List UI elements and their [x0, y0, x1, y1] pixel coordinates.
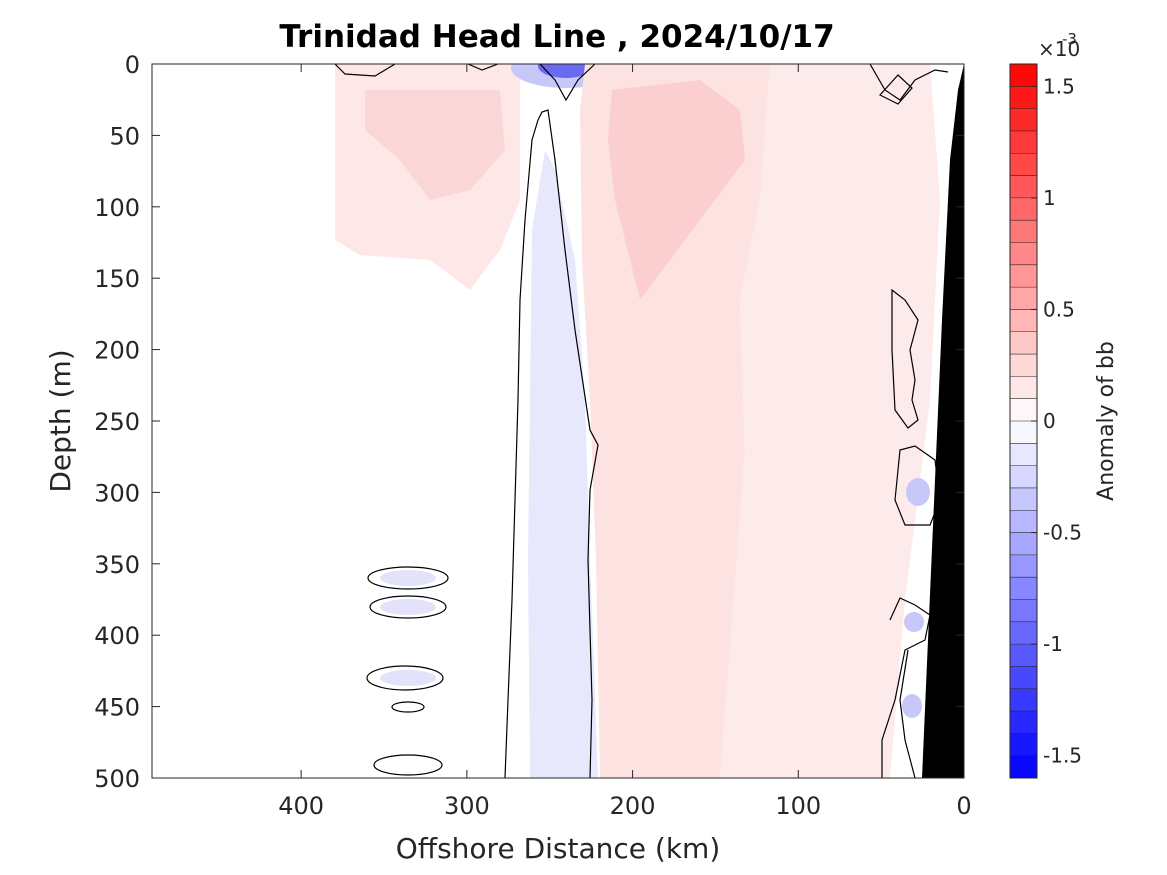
colorbar-swatch: [1010, 153, 1037, 177]
colorbar-swatch: [1010, 354, 1037, 377]
zero-contour-380m: [369, 595, 447, 619]
zero-contour-east: [504, 119, 539, 778]
colorbar-swatch: [1010, 599, 1037, 623]
zero-contour-430m: [366, 665, 444, 691]
zero-contour-490m: [373, 754, 443, 776]
colorbar-swatch: [1010, 688, 1037, 712]
colorbar-tick-label: 1.5: [1043, 74, 1075, 98]
y-tick-label: 500: [94, 765, 140, 793]
colorbar-swatch: [1010, 108, 1037, 132]
colorbar-swatch: [1010, 755, 1037, 779]
negative-spot-430m: [380, 670, 436, 686]
negative-anomaly-nearshore-300: [906, 478, 930, 506]
colorbar-swatch: [1010, 86, 1037, 110]
zero-contour-nearshore-100: [879, 74, 913, 105]
y-tick-label: 200: [94, 337, 140, 365]
zero-contours: [334, 64, 949, 778]
y-tick-label: 150: [94, 265, 140, 293]
x-tick-label: 200: [610, 792, 656, 820]
x-tick-label: 100: [775, 792, 821, 820]
colorbar-swatches: [1010, 63, 1037, 779]
colorbar-swatch: [1010, 175, 1037, 199]
negative-anomaly-surface-peak: [538, 64, 594, 78]
y-tick-label: 100: [94, 194, 140, 222]
zero-contour-surface-mid: [467, 64, 499, 71]
y-tick-label: 450: [94, 694, 140, 722]
x-tick-label: 400: [278, 792, 324, 820]
colorbar-swatch: [1010, 510, 1037, 534]
colorbar: 1.5 1 0.5 0 -0.5 -1 -1.5 ×10 -3 Anomaly of bb: [1009, 30, 1119, 779]
zero-contour-nearshore-180: [891, 288, 919, 429]
positive-anomaly-band-core: [608, 80, 745, 300]
zero-contour-surface: [539, 64, 596, 102]
colorbar-tick-label: -1: [1043, 632, 1063, 656]
negative-anomaly-nearshore-390: [904, 612, 924, 632]
colorbar-swatch: [1010, 398, 1037, 422]
colorbar-swatch: [1010, 309, 1037, 333]
colorbar-tick-label: 0.5: [1043, 297, 1075, 321]
colorbar-swatch: [1010, 465, 1037, 489]
colorbar-swatch: [1010, 331, 1037, 355]
colorbar-swatch: [1010, 64, 1037, 87]
negative-spot-380m: [380, 599, 436, 615]
colorbar-swatch: [1010, 666, 1037, 690]
colorbar-tick-label: -1.5: [1043, 744, 1082, 768]
colorbar-tick-label: 0: [1043, 409, 1056, 433]
colorbar-label: Anomaly of bb: [1094, 341, 1119, 501]
y-tick-label: 400: [94, 622, 140, 650]
plot-area: [151, 63, 965, 779]
colorbar-swatch: [1010, 264, 1037, 288]
colorbar-swatch: [1010, 487, 1037, 511]
colorbar-swatch: [1010, 376, 1037, 400]
colorbar-swatch: [1010, 130, 1037, 154]
colorbar-swatch: [1010, 554, 1037, 578]
zero-contour-surface-offshore: [334, 64, 396, 77]
zero-contour-west: [537, 109, 599, 778]
colorbar-swatch: [1010, 532, 1037, 556]
bathymetry: [922, 64, 964, 778]
colorbar-swatch: [1010, 733, 1037, 757]
contour-fills: [334, 64, 964, 778]
y-tick-label: 350: [94, 551, 140, 579]
y-axis: 0 50 100 150 200 250 300 350 400 450 500: [94, 51, 964, 793]
colorbar-exponent-base: ×10: [1038, 37, 1080, 61]
zero-contour-nearshore-300: [894, 445, 941, 526]
x-axis-label: Offshore Distance (km): [396, 832, 721, 865]
negative-anomaly-column: [528, 150, 598, 778]
y-tick-label: 0: [125, 51, 140, 79]
x-tick-label: 300: [444, 792, 490, 820]
colorbar-tick-label: -0.5: [1043, 521, 1082, 545]
chart-title: Trinidad Head Line , 2024/10/17: [279, 19, 834, 55]
positive-anomaly-offshore-core: [365, 90, 505, 200]
zero-contour-nearshore-400: [881, 597, 931, 778]
zero-contour-nearshore-edge: [899, 649, 916, 778]
y-axis-label: Depth (m): [44, 349, 77, 492]
colorbar-swatch: [1010, 242, 1037, 266]
negative-spot-365m: [380, 570, 436, 586]
colorbar-swatch: [1010, 287, 1037, 310]
y-tick-label: 250: [94, 408, 140, 436]
negative-anomaly-nearshore-450: [902, 694, 922, 718]
colorbar-tick-label: 1: [1043, 186, 1056, 210]
colorbar-swatch: [1010, 711, 1037, 734]
colorbar-swatch: [1010, 220, 1037, 243]
colorbar-ticks: 1.5 1 0.5 0 -0.5 -1 -1.5: [1031, 74, 1082, 768]
y-tick-label: 300: [94, 479, 140, 507]
colorbar-swatch: [1010, 644, 1037, 667]
positive-anomaly-nearshore: [720, 64, 940, 778]
x-tick-label: 0: [956, 792, 971, 820]
colorbar-swatch: [1010, 197, 1037, 221]
colorbar-swatch: [1010, 621, 1037, 645]
colorbar-exponent-power: -3: [1062, 30, 1077, 48]
colorbar-swatch: [1010, 577, 1037, 600]
zero-contour-nearshore-top: [869, 64, 949, 101]
colorbar-swatch: [1010, 443, 1037, 467]
x-axis: 400 300 200 100 0: [278, 64, 972, 820]
colorbar-swatch: [1010, 421, 1037, 444]
zero-contour-365m: [367, 566, 449, 590]
zero-contour-448m: [391, 701, 425, 713]
y-tick-label: 50: [109, 122, 140, 150]
